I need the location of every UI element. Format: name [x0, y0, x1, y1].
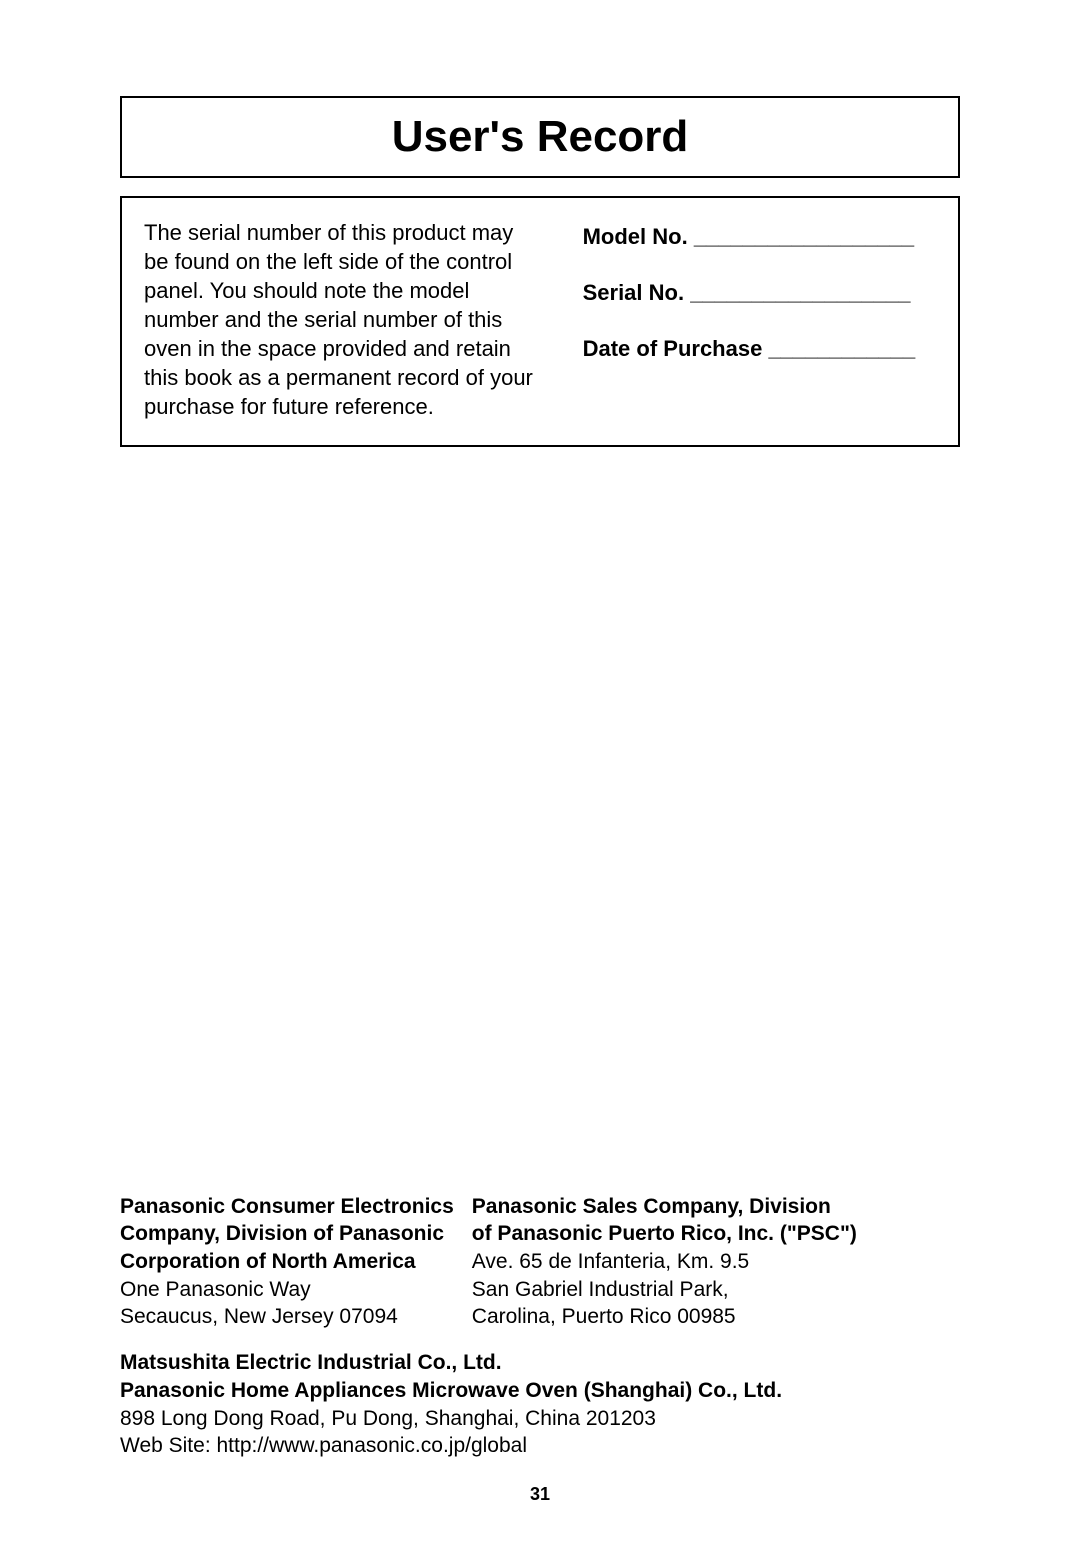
bottom-name-line1: Matsushita Electric Industrial Co., Ltd. — [120, 1349, 960, 1377]
serial-no-label: Serial No. — [583, 280, 684, 305]
col2-addr-line1: Ave. 65 de Infanteria, Km. 9.5 — [472, 1248, 857, 1276]
page-number: 31 — [120, 1484, 960, 1505]
record-box: The serial number of this product may be… — [120, 196, 960, 447]
col2-name-line1: Panasonic Sales Company, Division — [472, 1193, 857, 1221]
col1-addr-line2: Secaucus, New Jersey 07094 — [120, 1303, 454, 1331]
col2-name-line2: of Panasonic Puerto Rico, Inc. ("PSC") — [472, 1220, 857, 1248]
footer-col-1: Panasonic Consumer Electronics Company, … — [120, 1193, 454, 1332]
col1-name-line2: Company, Division of Panasonic — [120, 1220, 454, 1248]
page-title: User's Record — [122, 112, 958, 162]
footer-columns: Panasonic Consumer Electronics Company, … — [120, 1193, 960, 1332]
col2-addr-line3: Carolina, Puerto Rico 00985 — [472, 1303, 857, 1331]
record-fields: Model No. __________________ Serial No. … — [583, 218, 936, 421]
date-of-purchase-label: Date of Purchase — [583, 336, 763, 361]
bottom-website: Web Site: http://www.panasonic.co.jp/glo… — [120, 1432, 960, 1460]
footer: Panasonic Consumer Electronics Company, … — [120, 1193, 960, 1505]
bottom-name-line2: Panasonic Home Appliances Microwave Oven… — [120, 1377, 960, 1405]
bottom-addr-line1: 898 Long Dong Road, Pu Dong, Shanghai, C… — [120, 1405, 960, 1433]
title-box: User's Record — [120, 96, 960, 178]
col1-addr-line1: One Panasonic Way — [120, 1276, 454, 1304]
date-of-purchase-line: ____________ — [762, 336, 915, 361]
col2-addr-line2: San Gabriel Industrial Park, — [472, 1276, 857, 1304]
footer-col-2: Panasonic Sales Company, Division of Pan… — [472, 1193, 857, 1332]
model-no-label: Model No. — [583, 224, 688, 249]
model-no-field: Model No. __________________ — [583, 224, 936, 250]
serial-no-field: Serial No. __________________ — [583, 280, 936, 306]
date-of-purchase-field: Date of Purchase ____________ — [583, 336, 936, 362]
footer-bottom: Matsushita Electric Industrial Co., Ltd.… — [120, 1349, 960, 1460]
col1-name-line3: Corporation of North America — [120, 1248, 454, 1276]
serial-no-line: __________________ — [684, 280, 910, 305]
record-instructions: The serial number of this product may be… — [144, 218, 535, 421]
col1-name-line1: Panasonic Consumer Electronics — [120, 1193, 454, 1221]
model-no-line: __________________ — [688, 224, 914, 249]
